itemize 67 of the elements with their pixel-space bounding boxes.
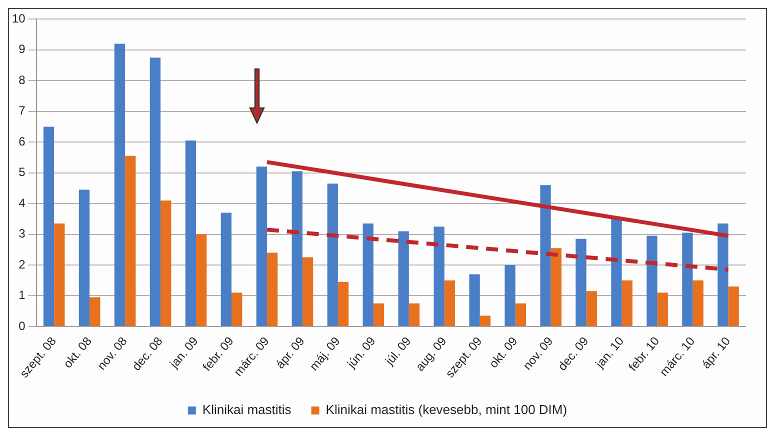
bar bbox=[90, 297, 100, 326]
bar bbox=[408, 303, 420, 326]
x-tick-label: febr. 10 bbox=[626, 334, 662, 374]
x-tick-label: ápr. 10 bbox=[698, 334, 734, 372]
bar bbox=[434, 226, 444, 326]
bar bbox=[398, 231, 409, 326]
y-tick-label: 9 bbox=[18, 42, 26, 56]
bar bbox=[292, 171, 302, 326]
y-tick-label: 3 bbox=[18, 226, 26, 241]
bar bbox=[232, 292, 242, 326]
bar bbox=[266, 252, 278, 326]
bar bbox=[718, 224, 728, 326]
y-tick-label: 8 bbox=[18, 72, 26, 87]
x-tick-label: okt. 08 bbox=[60, 334, 95, 371]
bar bbox=[256, 166, 267, 326]
bar bbox=[646, 236, 658, 326]
x-tick-label: jan. 10 bbox=[592, 334, 627, 372]
bar bbox=[327, 184, 338, 326]
legend-label: Klinikai mastitis (kevesebb, mint 100 DIM) bbox=[326, 402, 568, 418]
x-tick-label: dec. 09 bbox=[555, 334, 592, 374]
bar bbox=[54, 224, 65, 326]
bar bbox=[373, 303, 384, 326]
x-tick-label: máj. 09 bbox=[306, 334, 343, 374]
bar bbox=[692, 280, 704, 326]
bar bbox=[43, 126, 54, 326]
bar bbox=[469, 274, 480, 326]
x-tick-label: nov. 08 bbox=[94, 334, 130, 373]
bar bbox=[150, 58, 161, 326]
x-tick-label: dec. 08 bbox=[129, 334, 166, 374]
bar bbox=[550, 248, 562, 326]
x-tick-label: jan. 09 bbox=[166, 334, 202, 372]
bar bbox=[338, 282, 349, 326]
bar bbox=[78, 190, 90, 326]
bar bbox=[362, 224, 374, 326]
bar bbox=[682, 232, 693, 326]
y-tick-label: 4 bbox=[18, 196, 26, 210]
bar bbox=[728, 286, 739, 326]
bar bbox=[622, 280, 632, 326]
x-tick-label: okt. 09 bbox=[486, 334, 520, 371]
bar bbox=[611, 217, 622, 326]
y-tick-label: 6 bbox=[18, 134, 26, 148]
y-tick-label: 10 bbox=[12, 12, 26, 26]
bar bbox=[480, 316, 491, 326]
bar bbox=[302, 257, 314, 326]
bar bbox=[586, 291, 597, 326]
legend-label: Klinikai mastitis bbox=[202, 402, 292, 418]
bar bbox=[196, 234, 207, 326]
bar bbox=[114, 44, 126, 326]
y-tick-label: 1 bbox=[18, 288, 26, 302]
bar bbox=[185, 140, 196, 326]
bar bbox=[220, 212, 232, 326]
x-tick-label: ápr. 09 bbox=[272, 334, 308, 372]
y-tick-label: 7 bbox=[18, 104, 26, 118]
bar bbox=[444, 280, 456, 326]
y-tick-label: 5 bbox=[18, 165, 26, 180]
x-tick-label: jún. 09 bbox=[344, 334, 378, 372]
x-tick-label: nov. 09 bbox=[520, 334, 556, 373]
bar bbox=[125, 156, 136, 326]
bar bbox=[504, 264, 516, 326]
bar bbox=[540, 185, 551, 326]
bar bbox=[576, 238, 586, 326]
bar bbox=[160, 200, 172, 326]
y-tick-label: 0 bbox=[18, 318, 26, 333]
bar bbox=[515, 303, 526, 326]
bar bbox=[657, 292, 668, 326]
y-tick-label: 2 bbox=[18, 257, 26, 272]
x-tick-label: júl. 09 bbox=[382, 334, 414, 368]
